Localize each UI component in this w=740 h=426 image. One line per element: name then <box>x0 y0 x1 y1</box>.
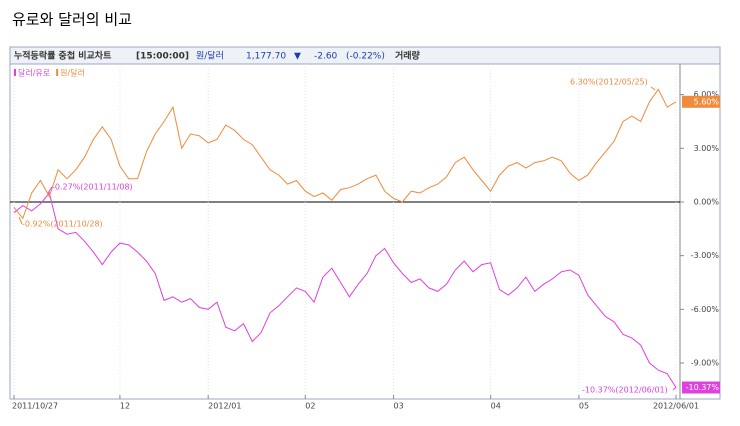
annotation-leader <box>47 186 53 194</box>
end-label-box <box>682 381 720 394</box>
annotation-leader <box>650 86 656 91</box>
annotation-leader <box>672 386 677 391</box>
end-label: 5.60% <box>694 97 720 106</box>
series-line <box>13 191 677 388</box>
legend-label: 원/달러 <box>60 69 85 78</box>
x-tick-label: 02 <box>305 402 315 411</box>
x-tick-label: 2012/01 <box>208 402 241 411</box>
y-tick-label: 0.00% <box>694 197 720 206</box>
x-tick-label: 12 <box>120 402 130 411</box>
end-label: -10.37% <box>686 383 720 392</box>
legend-label: 달러/유로 <box>18 69 50 78</box>
x-tick-label: 05 <box>579 402 589 411</box>
annotation: 6.30%(2012/05/25) <box>570 78 648 87</box>
header-change: -2.60 <box>314 52 338 62</box>
header-time: [15:00:00] <box>136 52 189 62</box>
header-arrow: ▼ <box>294 52 301 62</box>
plot-frame <box>9 63 721 400</box>
legend-swatch <box>56 69 59 76</box>
legend-swatch <box>14 69 16 76</box>
header-name: 누적등락률 중첩 비교차트 <box>14 50 112 62</box>
y-tick-label: 3.00% <box>694 144 720 153</box>
x-tick-label: 03 <box>394 402 404 411</box>
annotation: -0.92%(2011/10/28) <box>22 220 103 229</box>
page-title: 유로와 달러의 비교 <box>12 11 132 29</box>
header-symbol: 원/달러 <box>196 50 224 62</box>
end-label-box <box>682 95 720 108</box>
x-tick-label: 2012/06/01 <box>653 402 699 411</box>
header-price: 1,177.70 <box>246 52 286 62</box>
x-tick-label: 04 <box>491 402 501 411</box>
x-tick-label: 2011/10/27 <box>12 402 58 411</box>
annotation-leader <box>18 216 23 225</box>
y-tick-label: 6.00% <box>694 90 720 99</box>
y-tick-label: -6.00% <box>691 305 720 314</box>
series-line <box>13 88 677 220</box>
annotation: -10.37%(2012/06/01) <box>582 386 668 395</box>
header-change-pct: (-0.22%) <box>346 52 385 62</box>
header-volume: 거래량 <box>395 50 421 62</box>
y-tick-label: -3.00% <box>691 251 720 260</box>
annotation: -0.27%(2011/11/08) <box>52 183 133 192</box>
y-tick-label: -9.00% <box>691 359 720 368</box>
